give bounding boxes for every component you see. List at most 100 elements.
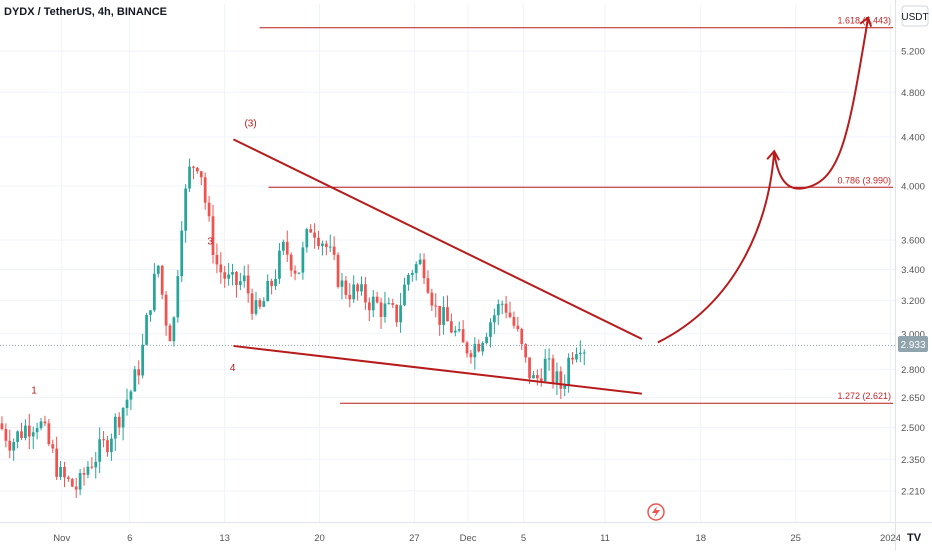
candle-body bbox=[524, 344, 528, 358]
candle-body bbox=[199, 171, 203, 178]
candle-body bbox=[399, 305, 402, 323]
candle-body bbox=[149, 310, 152, 315]
candle-body bbox=[270, 280, 273, 286]
candle-body bbox=[70, 479, 74, 487]
y-tick-label: 3.200 bbox=[901, 296, 925, 307]
candle-body bbox=[309, 229, 313, 233]
tradingview-logo[interactable]: TV bbox=[900, 528, 928, 546]
candle-body bbox=[285, 241, 289, 255]
candle-body bbox=[504, 303, 508, 313]
x-tick-label: 25 bbox=[790, 533, 801, 544]
candle-body bbox=[78, 473, 82, 490]
candle-body bbox=[532, 375, 535, 379]
candle-body bbox=[536, 375, 539, 379]
candle-body bbox=[188, 166, 191, 189]
candle-body bbox=[203, 177, 207, 203]
drawings: 1.618 (5.443)0.786 (3.990)1.272 (2.621)1… bbox=[0, 16, 895, 404]
candle-body bbox=[211, 216, 215, 255]
tradingview-logo-text: TV bbox=[907, 532, 922, 544]
wave-label: 4 bbox=[230, 363, 236, 374]
candle-body bbox=[176, 276, 180, 318]
candle-body bbox=[192, 166, 195, 168]
candle-body bbox=[246, 275, 250, 294]
candle-body bbox=[90, 466, 94, 468]
candle-body bbox=[110, 438, 113, 453]
candle-body bbox=[172, 317, 176, 342]
candle-body bbox=[250, 293, 254, 314]
candle-body bbox=[63, 466, 66, 478]
candle-body bbox=[219, 264, 223, 273]
currency-label: USDT bbox=[901, 12, 928, 23]
candle-body bbox=[356, 284, 359, 292]
candle-body bbox=[27, 425, 31, 437]
candle-body bbox=[481, 342, 485, 352]
grid bbox=[0, 4, 895, 522]
candle-body bbox=[20, 431, 23, 439]
candle-body bbox=[426, 278, 430, 293]
candle-body bbox=[164, 294, 168, 326]
y-tick-label: 2.350 bbox=[901, 455, 925, 466]
candle-body bbox=[235, 271, 238, 286]
candle-body bbox=[137, 369, 141, 376]
candle-body bbox=[258, 300, 262, 307]
candle-body bbox=[305, 229, 309, 248]
candle-body bbox=[520, 329, 524, 345]
candle-body bbox=[500, 303, 504, 305]
candle-body bbox=[129, 391, 133, 400]
candle-body bbox=[82, 473, 86, 475]
candle-body bbox=[539, 378, 543, 382]
candle-body bbox=[274, 278, 277, 286]
candle-body bbox=[74, 486, 78, 490]
candle-body bbox=[180, 230, 184, 277]
candle-body bbox=[321, 243, 324, 247]
currency-badge[interactable]: USDT bbox=[901, 5, 929, 27]
fib-level-label: 0.786 (3.990) bbox=[837, 175, 891, 185]
candle-body bbox=[453, 330, 457, 333]
y-tick-label: 2.210 bbox=[901, 486, 925, 497]
candle-body bbox=[168, 325, 172, 342]
candle-body bbox=[289, 254, 293, 271]
y-tick-label: 5.200 bbox=[901, 47, 925, 58]
candle-body bbox=[379, 302, 383, 317]
candle-body bbox=[4, 429, 8, 441]
candle-body bbox=[184, 188, 188, 231]
candle-body bbox=[297, 272, 301, 274]
candle-body bbox=[375, 296, 379, 303]
candle-body bbox=[324, 243, 328, 248]
candle-body bbox=[367, 302, 371, 311]
x-tick-label: Nov bbox=[53, 533, 70, 544]
candle-body bbox=[67, 477, 70, 480]
last-price-badge: 2.933 bbox=[898, 336, 928, 352]
candle-body bbox=[578, 352, 582, 355]
candle-body bbox=[364, 284, 367, 303]
candle-body bbox=[227, 274, 230, 279]
candle-body bbox=[395, 304, 399, 323]
candle-body bbox=[477, 343, 481, 352]
candle-body bbox=[0, 423, 4, 430]
candle-body bbox=[145, 314, 148, 345]
x-tick-label: 6 bbox=[127, 533, 132, 544]
candle-body bbox=[35, 428, 39, 433]
x-tick-label: 2024 bbox=[880, 533, 901, 544]
candle-body bbox=[434, 305, 438, 307]
candle-body bbox=[160, 265, 164, 295]
alert-icon[interactable] bbox=[647, 503, 665, 521]
x-tick-label: 20 bbox=[314, 533, 325, 544]
candle-body bbox=[113, 416, 117, 439]
candle-body bbox=[446, 307, 449, 322]
candle-body bbox=[430, 292, 434, 306]
candle-body bbox=[528, 357, 531, 379]
candle-body bbox=[47, 423, 51, 445]
candle-body bbox=[313, 232, 316, 238]
y-tick-label: 2.800 bbox=[901, 365, 925, 376]
candle-body bbox=[340, 280, 344, 287]
candle-body bbox=[489, 322, 492, 337]
candle-body bbox=[348, 294, 352, 300]
x-tick-label: 13 bbox=[219, 533, 230, 544]
candle-body bbox=[465, 342, 469, 354]
candle-body bbox=[332, 246, 336, 255]
candle-body bbox=[328, 246, 332, 248]
